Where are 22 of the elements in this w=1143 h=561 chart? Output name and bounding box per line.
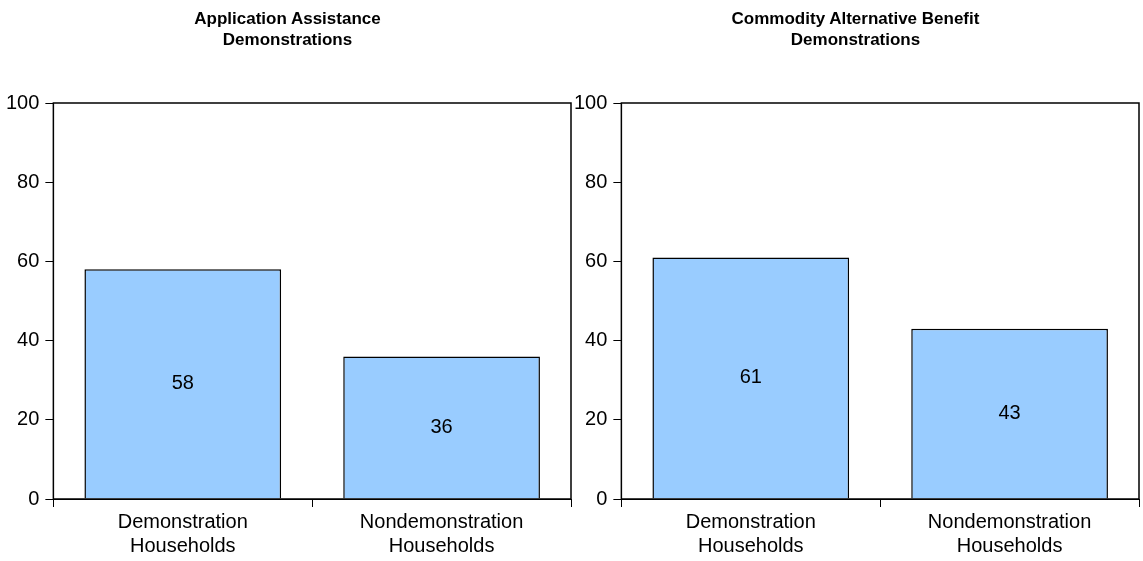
y-tick-label: 20 [17, 407, 40, 430]
y-tick-label: 0 [596, 486, 608, 509]
y-tick-label: 80 [585, 169, 608, 192]
y-tick-label: 60 [585, 248, 608, 271]
x-tick-label: Demonstration Households [685, 509, 816, 556]
y-tick-label: 60 [17, 248, 40, 271]
y-tick-label: 80 [17, 169, 40, 192]
y-tick-label: 40 [17, 328, 40, 351]
y-tick-label: 100 [573, 90, 608, 113]
y-tick-label: 40 [585, 328, 608, 351]
x-tick-label: Nondemonstration Households [927, 509, 1092, 556]
data-label: 43 [998, 401, 1021, 424]
y-tick-label: 20 [585, 407, 608, 430]
x-tick-label: Demonstration Households [117, 509, 248, 556]
y-tick-label: 100 [5, 90, 40, 113]
data-label: 58 [171, 371, 194, 394]
y-tick-label: 0 [28, 486, 40, 509]
data-label: 36 [430, 414, 453, 437]
x-tick-label: Nondemonstration Households [359, 509, 524, 556]
data-label: 61 [739, 365, 762, 388]
chart-title: Application Assistance Demonstrations [193, 8, 382, 50]
chart-title: Commodity Alternative Benefit Demonstrations [730, 8, 981, 50]
